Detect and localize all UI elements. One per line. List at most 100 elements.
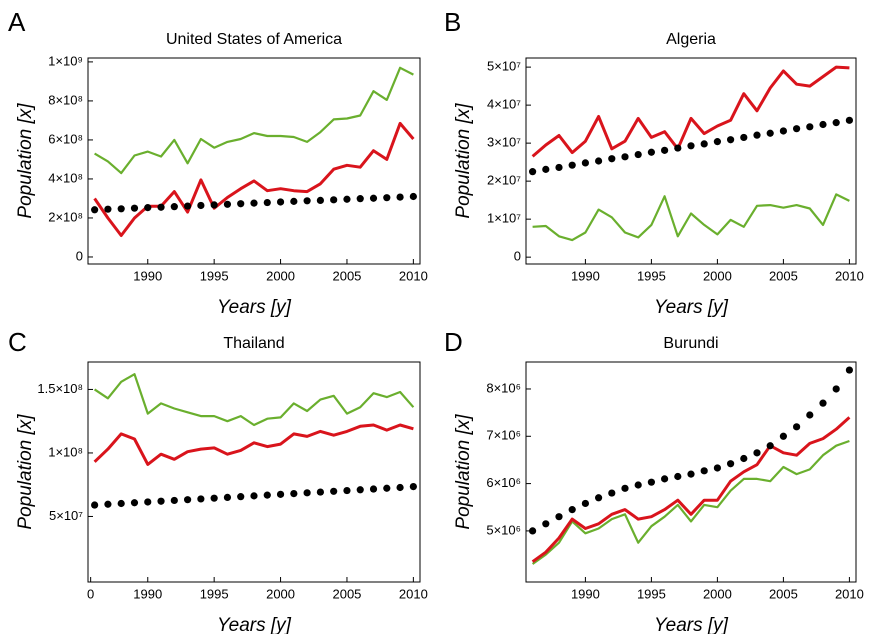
x-axis-label: Years [y] — [654, 615, 729, 634]
y-tick-label: 0 — [76, 248, 83, 263]
plot-frame — [87, 361, 421, 583]
x-tick-label: 0 — [87, 586, 94, 601]
data-dot — [157, 497, 165, 505]
y-tick-label: 1×10⁸ — [48, 444, 83, 459]
plot-area — [529, 366, 854, 565]
panel: C Thailand Years [y] Population [x] 0 1990 199… — [8, 327, 428, 634]
data-dot — [713, 138, 722, 146]
data-dot — [210, 201, 218, 209]
data-dot — [223, 493, 232, 502]
panel-title: Thailand — [223, 335, 284, 352]
data-dot — [529, 168, 537, 176]
data-dot — [237, 493, 245, 501]
data-dot — [845, 366, 854, 374]
panel-title: Algeria — [666, 31, 716, 48]
data-dot — [303, 489, 311, 497]
plot-frame — [525, 361, 857, 583]
data-dot — [713, 464, 722, 472]
x-tick-label: 2005 — [332, 586, 361, 601]
data-dot — [766, 129, 774, 137]
x-tick-label: 2000 — [266, 586, 295, 601]
plot-area — [91, 373, 417, 509]
data-dot — [674, 472, 682, 481]
y-axis-label: Population [x] — [15, 103, 36, 219]
y-tick-label: 6×10⁸ — [48, 131, 83, 146]
plot-area — [91, 66, 417, 237]
x-tick-label: 2000 — [703, 586, 732, 601]
data-dot — [144, 498, 152, 506]
data-dot — [330, 196, 338, 204]
data-dot — [542, 165, 550, 173]
x-tick-label: 2005 — [769, 268, 798, 283]
y-tick-label: 6×10⁶ — [486, 475, 521, 490]
y-tick-label: 8×10⁶ — [486, 380, 521, 395]
y-tick-label: 7×10⁶ — [486, 428, 521, 443]
plot-frame — [87, 57, 421, 265]
data-dot — [170, 496, 178, 505]
data-dot — [276, 198, 285, 206]
data-dot — [356, 486, 364, 494]
data-dot — [130, 499, 139, 507]
x-tick-label: 1995 — [200, 586, 229, 601]
data-dot — [290, 197, 298, 205]
y-tick-label: 2×10⁷ — [487, 173, 521, 188]
x-tick-label: 2010 — [835, 268, 864, 283]
data-dot — [130, 204, 139, 212]
data-dot — [819, 120, 827, 129]
data-dot — [793, 423, 801, 431]
panel-label: B — [444, 7, 461, 37]
panel-label: A — [8, 7, 26, 37]
x-tick-label: 2010 — [399, 586, 428, 601]
y-tick-label: 4×10⁸ — [48, 170, 83, 185]
x-tick-label: 2005 — [332, 268, 361, 283]
data-dot — [555, 513, 563, 521]
data-dot — [542, 520, 550, 528]
data-dot — [250, 199, 258, 207]
data-dot — [806, 123, 814, 131]
data-dot — [396, 193, 404, 201]
x-tick-label: 2005 — [769, 586, 798, 601]
data-dot — [727, 460, 735, 468]
data-dot — [383, 194, 391, 202]
data-dot — [276, 490, 285, 498]
y-axis-label: Population [x] — [15, 414, 36, 530]
data-dot — [608, 489, 616, 497]
data-dot — [700, 467, 708, 475]
data-dot — [369, 194, 378, 202]
x-tick-label: 2000 — [266, 268, 295, 283]
data-dot — [250, 492, 258, 500]
panel: A United States of America Years [y] Popula… — [8, 7, 428, 318]
y-axis-label: Population [x] — [453, 414, 474, 530]
panel-title: United States of America — [166, 31, 342, 48]
y-tick-label: 5×10⁷ — [487, 59, 521, 74]
data-dot — [197, 495, 205, 503]
data-dot — [595, 157, 603, 165]
x-tick-label: 1990 — [133, 268, 162, 283]
x-tick-label: 1995 — [637, 586, 666, 601]
data-dot — [170, 203, 178, 211]
data-dot — [581, 499, 590, 508]
x-tick-label: 1995 — [637, 268, 666, 283]
data-dot — [766, 442, 774, 450]
panel-label: D — [444, 327, 463, 357]
data-dot — [91, 501, 99, 509]
y-tick-label: 5×10⁶ — [486, 522, 521, 537]
x-tick-label: 2000 — [703, 268, 732, 283]
data-dot — [184, 496, 192, 504]
data-line — [531, 416, 851, 563]
data-dot — [779, 432, 788, 440]
data-dot — [832, 119, 840, 127]
data-dot — [316, 196, 324, 205]
x-tick-label: 2010 — [835, 586, 864, 601]
data-dot — [568, 161, 576, 169]
data-dot — [661, 475, 669, 483]
data-dot — [104, 205, 112, 213]
x-tick-label: 2010 — [399, 268, 428, 283]
data-dot — [396, 483, 404, 492]
data-dot — [369, 485, 378, 493]
y-tick-label: 1.5×10⁸ — [37, 381, 83, 396]
data-dot — [91, 206, 99, 214]
data-dot — [819, 399, 827, 407]
y-tick-label: 1×10⁹ — [48, 53, 83, 68]
